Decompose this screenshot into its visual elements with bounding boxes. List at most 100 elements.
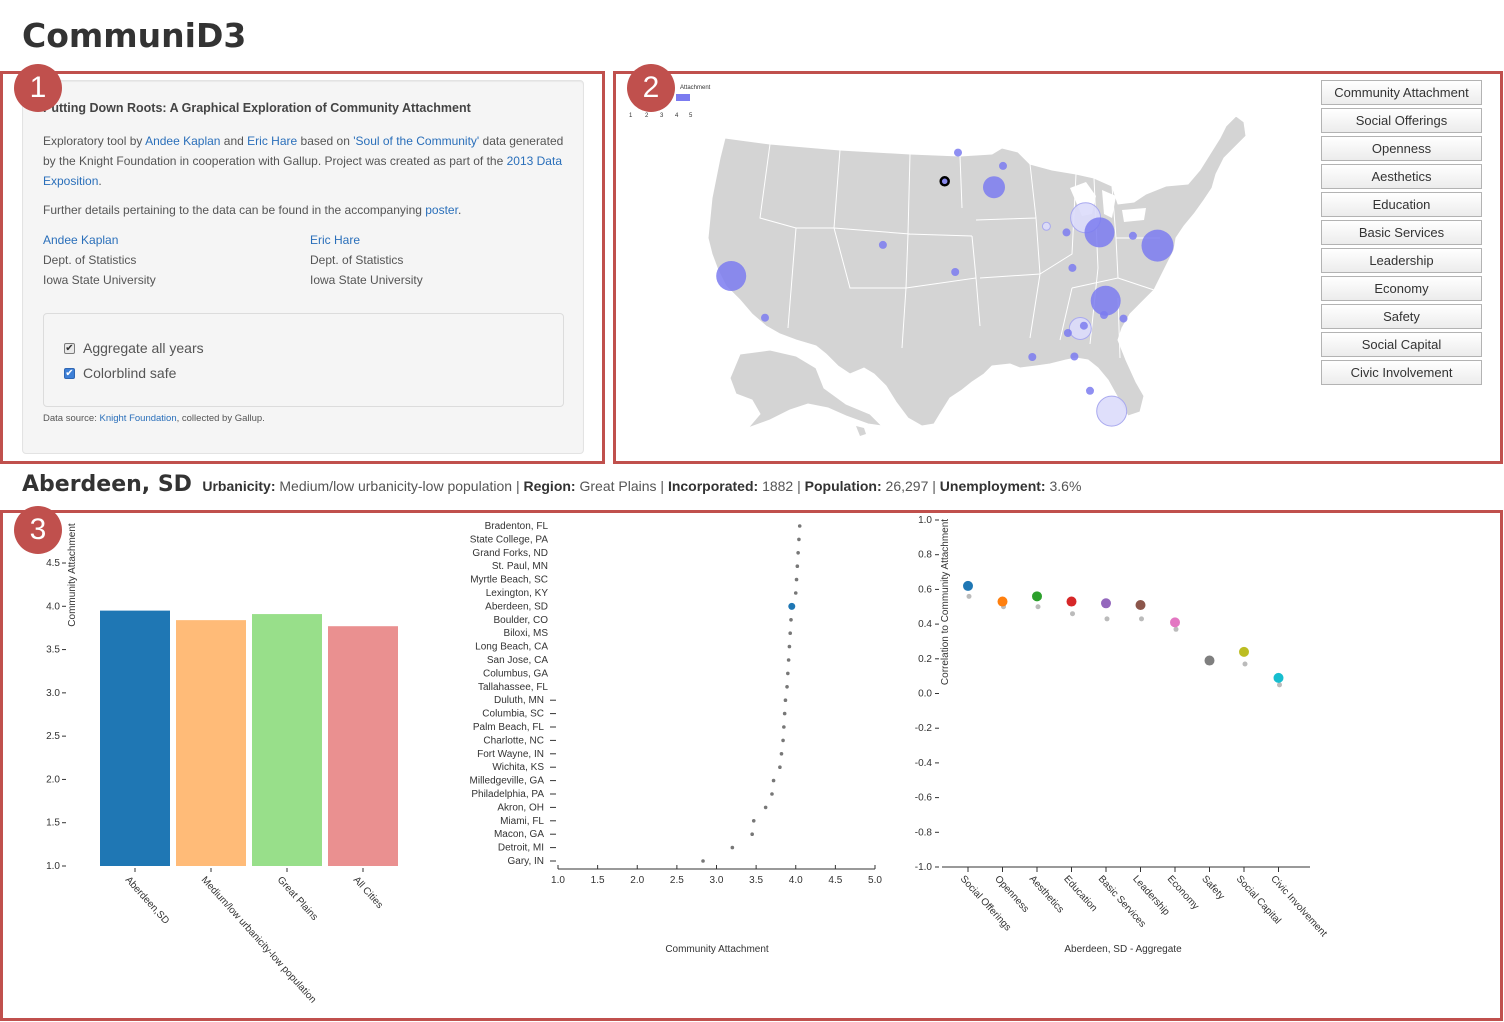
bar xyxy=(100,610,170,866)
city-bubble[interactable] xyxy=(951,268,960,276)
city-bubble[interactable] xyxy=(1096,395,1128,427)
meta-label: Unemployment: xyxy=(939,478,1046,494)
city-bubble[interactable] xyxy=(1119,314,1128,323)
city-label: Macon, GA xyxy=(494,829,544,840)
city-bubble[interactable] xyxy=(1068,317,1092,340)
source-text: , collected by Gallup. xyxy=(176,413,265,424)
metric-button-education[interactable]: Education xyxy=(1321,192,1482,217)
city-bubble[interactable] xyxy=(1079,321,1088,330)
y-tick-label: 4.5 xyxy=(46,558,60,569)
soul-of-community-link[interactable]: 'Soul of the Community' xyxy=(353,134,480,148)
city-bubble[interactable] xyxy=(1084,217,1115,248)
y-tick-label: 1.5 xyxy=(46,818,60,829)
metric-dot xyxy=(1135,600,1146,611)
info-text: Exploratory tool by xyxy=(43,134,146,148)
city-bubble[interactable] xyxy=(1100,311,1108,319)
city-bubble[interactable] xyxy=(954,148,962,157)
city-bubbles[interactable] xyxy=(716,148,1174,427)
colorblind-option[interactable]: ✔ Colorblind safe xyxy=(64,365,176,381)
metric-button-basic-services[interactable]: Basic Services xyxy=(1321,220,1482,245)
author-name-link[interactable]: Eric Hare xyxy=(310,233,361,247)
info-paragraph-2: Further details pertaining to the data c… xyxy=(43,200,568,220)
reference-dot xyxy=(966,593,972,599)
x-tick-label: Aberdeen,SD xyxy=(123,875,171,927)
metric-button-economy[interactable]: Economy xyxy=(1321,276,1482,301)
city-label: Akron, OH xyxy=(497,802,544,813)
x-tick-label: Aesthetics xyxy=(1027,874,1066,916)
author-link-kaplan[interactable]: Andee Kaplan xyxy=(145,134,221,148)
meta-value: Great Plains xyxy=(579,478,657,494)
city-bubble[interactable] xyxy=(878,240,887,249)
metric-dot xyxy=(1170,617,1180,628)
meta-value: 26,297 xyxy=(885,478,929,494)
metric-button-leadership[interactable]: Leadership xyxy=(1321,248,1482,273)
colorblind-checkbox[interactable]: ✔ xyxy=(64,367,75,379)
x-tick-label: Education xyxy=(1061,874,1099,914)
author-univ: Iowa State University xyxy=(310,273,423,287)
metric-button-social-offerings[interactable]: Social Offerings xyxy=(1321,108,1482,133)
author-name-link[interactable]: Andee Kaplan xyxy=(43,233,119,247)
city-bubble[interactable] xyxy=(1028,353,1037,361)
city-bubble[interactable] xyxy=(939,176,950,187)
info-text: . xyxy=(98,174,102,188)
city-label: Columbus, GA xyxy=(483,668,548,679)
author-link-hare[interactable]: Eric Hare xyxy=(247,134,298,148)
metric-button-aesthetics[interactable]: Aesthetics xyxy=(1321,164,1482,189)
city-bubble[interactable] xyxy=(1063,329,1072,337)
city-dot xyxy=(795,564,800,568)
city-dot xyxy=(751,819,756,823)
badge-3: 3 xyxy=(14,506,62,554)
city-bubble[interactable] xyxy=(716,261,747,291)
metric-button-openness[interactable]: Openness xyxy=(1321,136,1482,161)
legend-tick: 3 xyxy=(660,113,664,119)
city-dot xyxy=(781,738,785,743)
colorblind-label: Colorblind safe xyxy=(83,365,177,381)
city-bubble[interactable] xyxy=(1090,285,1121,316)
info-text: . xyxy=(457,203,462,217)
metric-button-social-capital[interactable]: Social Capital xyxy=(1321,332,1482,357)
region-1-frame xyxy=(0,71,605,464)
reference-dot xyxy=(1173,626,1179,632)
city-bubble[interactable] xyxy=(999,161,1007,170)
x-tick-label: 2.0 xyxy=(630,875,644,886)
city-dot xyxy=(787,644,792,649)
city-bubble[interactable] xyxy=(1141,229,1174,262)
aggregate-label: Aggregate all years xyxy=(83,340,204,356)
metric-button-safety[interactable]: Safety xyxy=(1321,304,1482,329)
city-bubble[interactable] xyxy=(1128,231,1137,240)
x-axis-title: Community Attachment xyxy=(665,944,769,955)
city-dot xyxy=(778,765,782,769)
city-label: Philadelphia, PA xyxy=(471,789,544,800)
metric-button-civic-involvement[interactable]: Civic Involvement xyxy=(1321,360,1482,385)
city-bubble[interactable] xyxy=(761,313,769,322)
city-bubble[interactable] xyxy=(1041,221,1051,231)
us-map[interactable]: Attachment 1 2 3 4 5 xyxy=(620,78,1310,458)
meta-label: Region: xyxy=(523,478,576,494)
city-bubble[interactable] xyxy=(1068,263,1077,272)
x-tick-label: Safety xyxy=(1199,874,1226,902)
x-tick-label: Civic Involvement xyxy=(1268,874,1329,940)
knight-foundation-link[interactable]: Knight Foundation xyxy=(99,413,177,424)
city-label: Bradenton, FL xyxy=(485,521,549,532)
city-bubble[interactable] xyxy=(1062,228,1071,237)
data-expo-link[interactable]: 2013 Data Exposition xyxy=(43,154,562,188)
aggregate-option[interactable]: ✔ Aggregate all years xyxy=(64,340,204,356)
x-tick-label: 1.5 xyxy=(591,875,605,886)
city-label: Long Beach, CA xyxy=(475,642,548,653)
city-bubble[interactable] xyxy=(1070,352,1079,361)
options-box: ✔ Aggregate all years ✔ Colorblind safe xyxy=(43,313,564,407)
city-bubble[interactable] xyxy=(983,176,1005,199)
region-2-frame xyxy=(613,71,1503,464)
meta-value: Medium/low urbanicity-low population xyxy=(279,478,513,494)
city-dot xyxy=(782,711,787,716)
metric-button-community-attachment[interactable]: Community Attachment xyxy=(1321,80,1482,105)
aggregate-checkbox[interactable]: ✔ xyxy=(64,342,75,354)
info-paragraph-1: Exploratory tool by Andee Kaplan and Eri… xyxy=(43,131,568,191)
alaska-shape xyxy=(729,349,884,430)
poster-link[interactable]: poster xyxy=(425,203,458,217)
badge-2: 2 xyxy=(627,64,675,112)
correlation-chart: 1.0 0.8 0.6 0.4 0.2 0.0 -0.2 -0.4 -0.6 -0.8 -1.0 Co… xyxy=(915,515,1329,955)
reference-dot xyxy=(1242,661,1248,667)
bar xyxy=(252,614,322,866)
city-bubble[interactable] xyxy=(1086,386,1094,395)
